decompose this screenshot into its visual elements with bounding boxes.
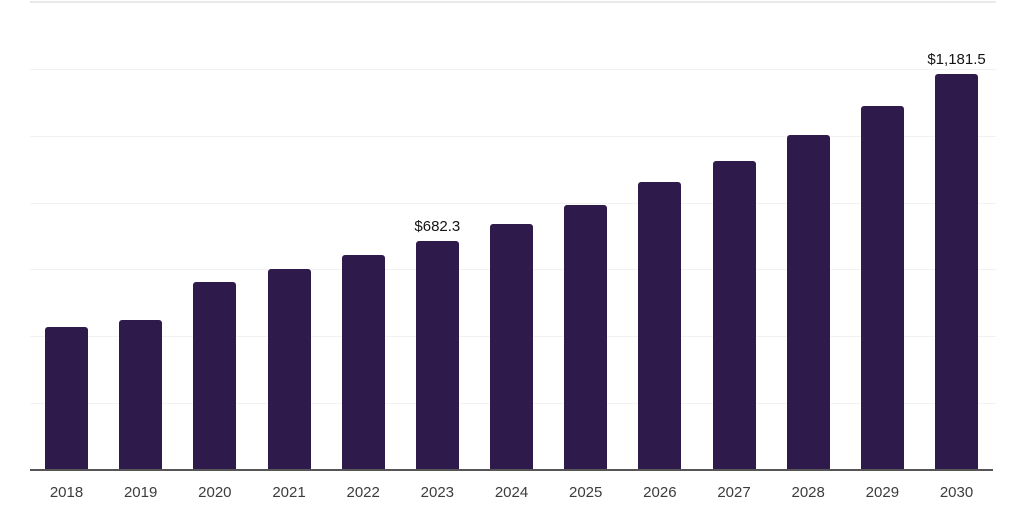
value-label-2023: $682.3 <box>414 217 461 235</box>
x-axis-labels: 2018 2019 2020 2021 2022 2023 2024 2025 2026 2027… <box>30 484 996 508</box>
bar-2027 <box>712 161 756 469</box>
x-tick-2029: 2029 <box>865 484 900 501</box>
plot-area: $682.3 $1,181.5 <box>30 1 996 471</box>
x-tick-2020: 2020 <box>198 484 232 501</box>
x-tick-2019: 2019 <box>123 484 158 501</box>
x-tick-2021: 2021 <box>272 484 306 501</box>
value-label-2030: $1,181.5 <box>927 51 986 69</box>
x-tick-2030: 2030 <box>939 484 974 501</box>
gridline-1200 <box>30 68 996 70</box>
bar-2023 <box>415 240 459 469</box>
bar-2026 <box>638 182 682 469</box>
x-tick-2027: 2027 <box>717 484 751 501</box>
bar-2021 <box>267 269 311 469</box>
bar-2025 <box>564 204 608 469</box>
x-tick-2028: 2028 <box>791 484 825 501</box>
bar-2024 <box>490 223 534 469</box>
x-axis-line <box>30 469 993 471</box>
bar-2018 <box>45 326 88 469</box>
gridline-800 <box>30 202 996 204</box>
bar-2029 <box>860 105 904 469</box>
x-tick-2025: 2025 <box>569 484 603 501</box>
bar-2019 <box>119 319 163 469</box>
bar-2022 <box>341 255 385 469</box>
x-tick-2018: 2018 <box>49 484 84 501</box>
bar-2028 <box>786 135 830 469</box>
x-tick-2022: 2022 <box>346 484 380 501</box>
gridline-1000 <box>30 135 996 137</box>
bar-2020 <box>193 282 237 469</box>
bar-2030 <box>935 74 979 469</box>
x-tick-2024: 2024 <box>494 484 529 501</box>
x-tick-2026: 2026 <box>643 484 677 501</box>
gridline-1400 <box>30 1 996 3</box>
x-tick-2023: 2023 <box>420 484 455 501</box>
